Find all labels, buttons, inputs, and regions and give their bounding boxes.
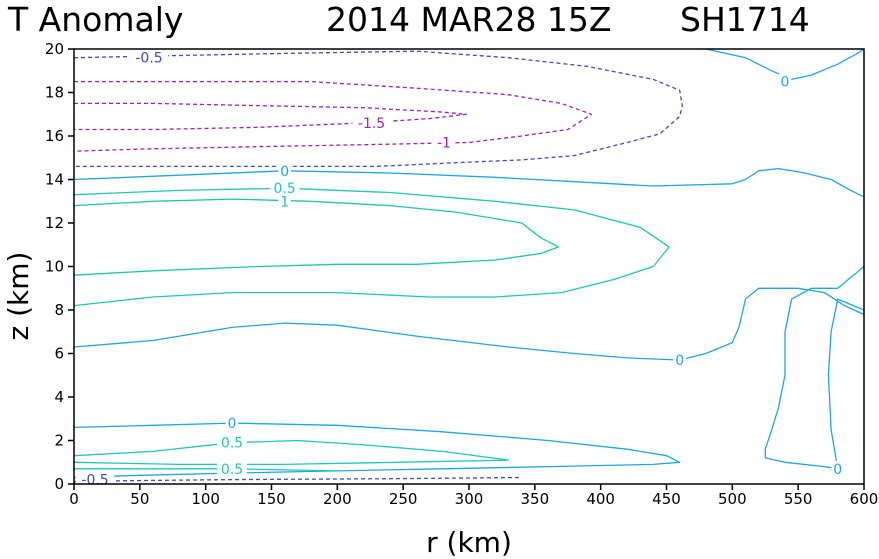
contour-label-bg: [433, 134, 455, 151]
contour-line: [74, 102, 468, 131]
x-tick-label: 300: [455, 490, 484, 508]
y-tick-label: 14: [45, 171, 64, 189]
contour-label: 0: [228, 416, 237, 432]
y-tick-label: 16: [45, 127, 64, 145]
contour-line: [73, 439, 510, 466]
x-tick-label: 450: [652, 490, 681, 508]
x-tick-label: 200: [323, 490, 352, 508]
contour-line: [73, 187, 670, 307]
contour-label: 0: [675, 353, 684, 369]
title-variable: T Anomaly: [7, 0, 183, 39]
y-axis-ticks: 0 2 4 6 8 10 12 14 16 18 20: [45, 40, 74, 493]
y-tick-label: 6: [54, 345, 64, 363]
y-tick-label: 2: [54, 432, 64, 450]
contour-label: -0.5: [135, 51, 162, 67]
y-tick-label: 8: [54, 301, 64, 319]
x-tick-label: 100: [191, 490, 220, 508]
x-axis-ticks: 0 50 100 150 200 250 300 350 400 450 500 550 600: [69, 484, 878, 508]
contour-label: 1: [280, 194, 289, 210]
x-tick-label: 500: [718, 490, 747, 508]
contour-line: [73, 167, 865, 198]
contour-label-bg: [217, 460, 247, 477]
contour-label: 0: [781, 75, 790, 91]
x-tick-label: 400: [586, 490, 615, 508]
contour-label-bg: [673, 352, 686, 369]
contour-line: [705, 48, 865, 81]
y-tick-label: 12: [45, 214, 64, 232]
contour-label-bg: [831, 460, 844, 477]
contour-label-bg: [278, 193, 291, 210]
x-tick-label: 150: [257, 490, 286, 508]
x-tick-label: 350: [521, 490, 550, 508]
x-tick-label: 50: [130, 490, 149, 508]
x-tick-label: 550: [784, 490, 813, 508]
x-tick-label: 600: [850, 490, 879, 508]
contour-label: 0: [280, 164, 289, 180]
contour-label-bg: [225, 415, 239, 432]
contour-label: -0.5: [81, 473, 108, 489]
contour-lines: [73, 48, 865, 483]
contour-label: 0.5: [221, 462, 243, 478]
contour-line: [74, 468, 338, 472]
contour-label-bg: [278, 162, 291, 179]
x-tick-label: 0: [69, 490, 79, 508]
contour-label-bg: [352, 114, 391, 131]
y-tick-label: 18: [45, 84, 64, 102]
contour-line: [764, 265, 865, 470]
title-storm: SH1714: [680, 0, 810, 39]
y-tick-label: 4: [54, 388, 64, 406]
contour-label-bg: [778, 73, 792, 90]
contour-label: -1: [437, 136, 451, 152]
contour-line: [73, 422, 681, 479]
contour-label: 0: [833, 462, 842, 478]
title-date: 2014 MAR28 15Z: [326, 0, 612, 39]
x-axis-label: r (km): [426, 526, 512, 559]
contour-label-bg: [130, 49, 169, 66]
x-tick-label: 250: [389, 490, 418, 508]
contour-label-bg: [217, 434, 247, 451]
contour-label-bg: [269, 180, 300, 197]
y-tick-label: 0: [54, 475, 64, 493]
contour-label: 0.5: [221, 436, 243, 452]
y-tick-label: 10: [45, 258, 64, 276]
plot-frame: [73, 48, 865, 485]
contour-label: -1.5: [358, 116, 385, 132]
contour-line: [73, 80, 593, 152]
contour-line: [73, 198, 560, 276]
contour-line: [73, 476, 522, 483]
y-axis-label: z (km): [2, 252, 35, 341]
contour-label: 0.5: [274, 181, 296, 197]
y-tick-label: 20: [45, 40, 64, 58]
contour-line: [73, 287, 865, 361]
